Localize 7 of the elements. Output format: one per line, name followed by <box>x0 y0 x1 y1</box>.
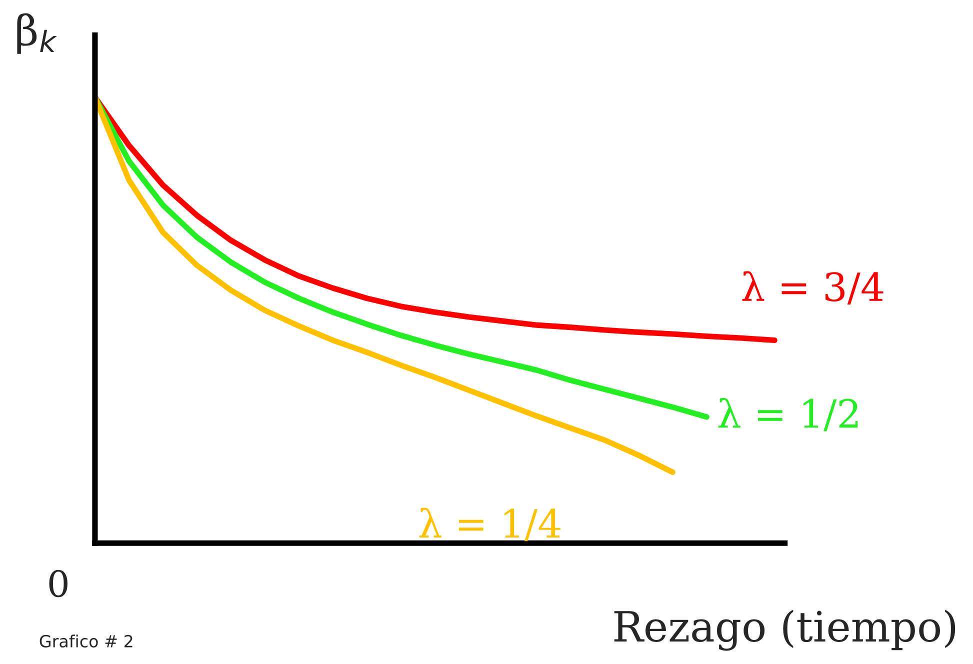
series-label: λ = 3/4 <box>742 271 884 305</box>
x-axis-title: Rezago (tiempo) <box>614 610 956 651</box>
text: 0 <box>49 570 68 598</box>
text: Grafico # 2 <box>40 634 132 648</box>
series-label: λ = 1/2 <box>718 398 858 432</box>
text: λ = 1/4 <box>419 508 560 542</box>
y-axis-title: β$_{k}$ <box>17 13 57 54</box>
